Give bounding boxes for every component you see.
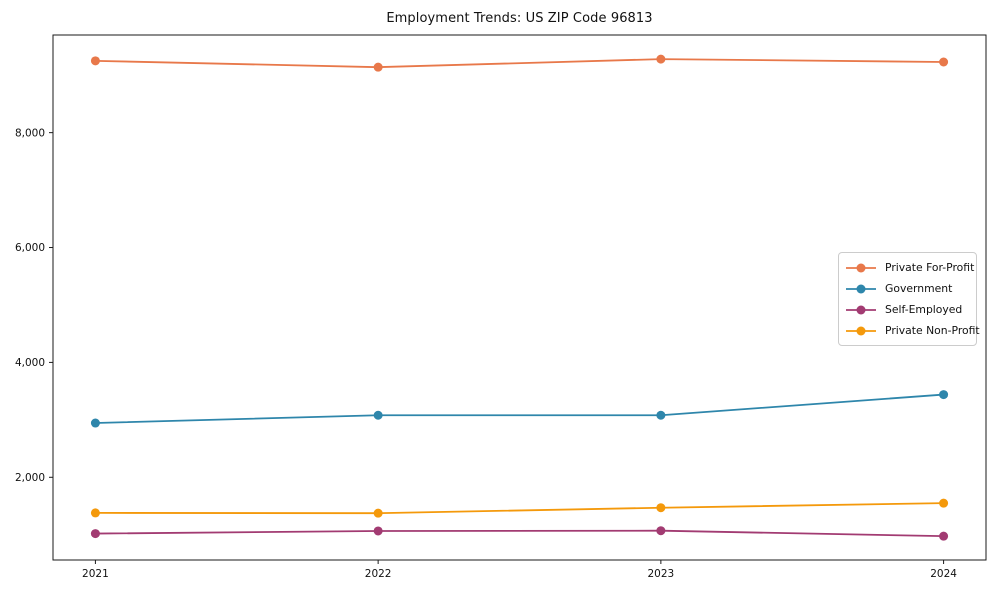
axes-frame: [52, 34, 987, 561]
legend-label: Self-Employed: [885, 303, 963, 316]
line-series-private-for-profit: [95, 58, 944, 69]
legend-entry-government: Government: [845, 279, 970, 299]
legend-label: Government: [885, 282, 953, 295]
y-tick-label: 6,000: [15, 242, 45, 254]
legend-entry-private-non-profit: Private Non-Profit: [845, 321, 980, 341]
legend-line-marker-icon: [846, 326, 876, 335]
marker-private-for-profit: [90, 56, 100, 66]
y-tick-label: 2,000: [15, 472, 45, 484]
y-tick-label: 4,000: [15, 357, 45, 369]
marker-private-non-profit: [656, 503, 666, 513]
x-tick-label: 2022: [365, 568, 392, 580]
marker-self-employed: [656, 526, 666, 536]
marker-government: [90, 418, 100, 428]
marker-private-for-profit: [373, 62, 383, 72]
legend-entry-self-employed: Self-Employed: [845, 300, 970, 320]
marker-government: [656, 410, 666, 420]
marker-private-non-profit: [373, 508, 383, 518]
marker-self-employed: [939, 531, 949, 541]
chart-title: Employment Trends: US ZIP Code 96813: [386, 11, 653, 26]
marker-self-employed: [90, 529, 100, 539]
x-tick-label: 2024: [930, 568, 957, 580]
legend-entry-private-for-profit: Private For-Profit: [845, 258, 974, 278]
chart-legend: Private For-Profit Government Self-Employe…: [838, 252, 980, 346]
legend-line-marker-icon: [846, 284, 876, 293]
legend-label: Private Non-Profit: [885, 324, 980, 337]
marker-private-for-profit: [939, 57, 949, 67]
y-tick-label: 8,000: [15, 127, 45, 139]
line-series-government: [95, 393, 944, 424]
legend-line-marker-icon: [846, 263, 876, 272]
x-tick-label: 2021: [82, 568, 109, 580]
marker-self-employed: [373, 526, 383, 536]
marker-government: [939, 390, 949, 400]
marker-private-for-profit: [656, 54, 666, 64]
marker-private-non-profit: [90, 508, 100, 518]
marker-private-non-profit: [939, 498, 949, 508]
x-tick-label: 2023: [647, 568, 674, 580]
legend-line-marker-icon: [846, 305, 876, 314]
line-series-self-employed: [95, 529, 944, 538]
line-series-private-non-profit: [95, 502, 944, 515]
legend-label: Private For-Profit: [885, 261, 975, 274]
marker-government: [373, 410, 383, 420]
